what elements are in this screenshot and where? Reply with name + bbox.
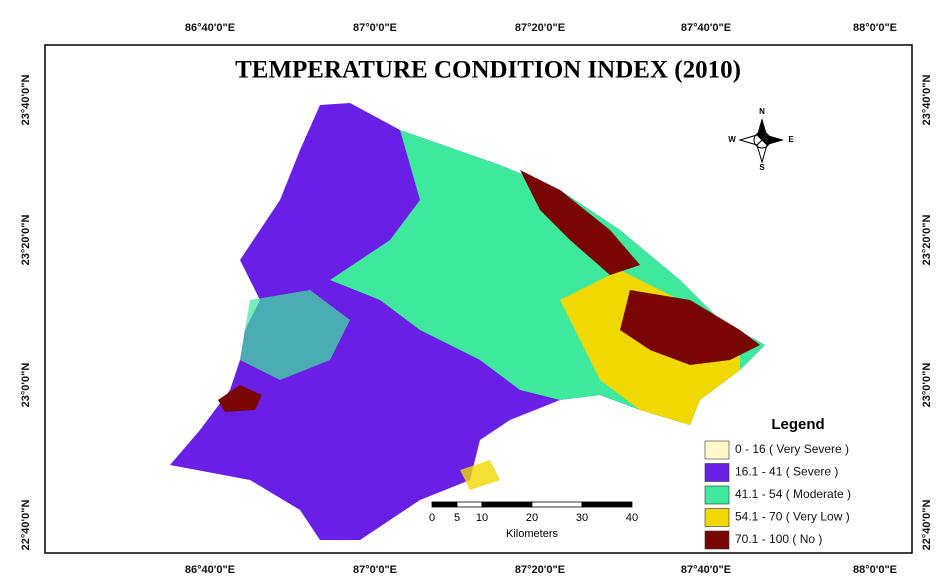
- region-no-west: [218, 385, 262, 412]
- compass-ring: [753, 131, 771, 149]
- right-coord-label: 23°0'0"N: [921, 363, 933, 408]
- bottom-coord-label: 87°20'0"E: [515, 564, 565, 576]
- compass-point: [738, 134, 763, 146]
- legend-label: 70.1 - 100 ( No ): [735, 532, 822, 546]
- north-arrow: N S E W: [728, 107, 794, 172]
- legend-swatch: [704, 440, 730, 460]
- scale-segment: [531, 501, 583, 508]
- legend-label: 0 - 16 ( Very Severe ): [735, 442, 849, 456]
- legend-swatch: [704, 530, 730, 550]
- scale-tick-label: 40: [626, 512, 638, 524]
- bottom-coord-label: 87°40'0"E: [681, 564, 731, 576]
- scale-segment: [431, 501, 458, 508]
- right-coord-label: 23°20'0"N: [921, 215, 933, 266]
- scale-tick-label: 20: [526, 512, 538, 524]
- scale-tick-label: 5: [454, 512, 460, 524]
- scale-tick-label: 10: [476, 512, 488, 524]
- scale-segment: [581, 501, 633, 508]
- region-very-low-south: [460, 460, 500, 490]
- bottom-coord-label: 87°0'0"E: [353, 564, 397, 576]
- compass-e: E: [788, 135, 794, 144]
- compass-point: [762, 135, 784, 145]
- region-no-east: [620, 290, 760, 365]
- scale-tick-label: 0: [429, 512, 435, 524]
- legend-title: Legend: [771, 416, 824, 433]
- bottom-coord-label: 88°0'0"E: [853, 564, 897, 576]
- map-title: TEMPERATURE CONDITION INDEX (2010): [235, 57, 741, 84]
- legend-label: 16.1 - 41 ( Severe ): [735, 465, 838, 479]
- legend-label: 54.1 - 70 ( Very Low ): [735, 510, 850, 524]
- left-coord-label: 23°20'0"N: [20, 215, 32, 266]
- scale-tick-label: 30: [576, 512, 588, 524]
- region-no: [520, 170, 640, 275]
- legend-label: 41.1 - 54 ( Moderate ): [735, 487, 851, 501]
- top-coord-label: 88°0'0"E: [853, 22, 897, 34]
- right-coord-label: 23°40'0"N: [921, 75, 933, 126]
- left-coord-label: 23°0'0"N: [20, 363, 32, 408]
- compass-point: [757, 118, 767, 140]
- scale-segment: [456, 501, 483, 508]
- top-coord-label: 86°40'0"E: [185, 22, 235, 34]
- top-coord-label: 87°0'0"E: [353, 22, 397, 34]
- region-moderate-west: [240, 290, 350, 380]
- legend-swatch: [704, 463, 730, 482]
- study-area: [170, 103, 765, 540]
- legend-swatch: [704, 485, 730, 505]
- bottom-coord-label: 86°40'0"E: [185, 564, 235, 576]
- scale-unit: Kilometers: [506, 528, 558, 540]
- scale-segment: [481, 501, 533, 508]
- right-coord-label: 22°40'0"N: [921, 500, 933, 551]
- left-coord-label: 23°40'0"N: [20, 75, 32, 126]
- compass-w: W: [728, 135, 736, 144]
- legend-swatch: [704, 508, 730, 527]
- top-coord-label: 87°20'0"E: [515, 22, 565, 34]
- compass-s: S: [759, 163, 765, 172]
- left-coord-label: 22°40'0"N: [20, 500, 32, 551]
- compass-n: N: [759, 107, 765, 116]
- top-coord-label: 87°40'0"E: [681, 22, 731, 34]
